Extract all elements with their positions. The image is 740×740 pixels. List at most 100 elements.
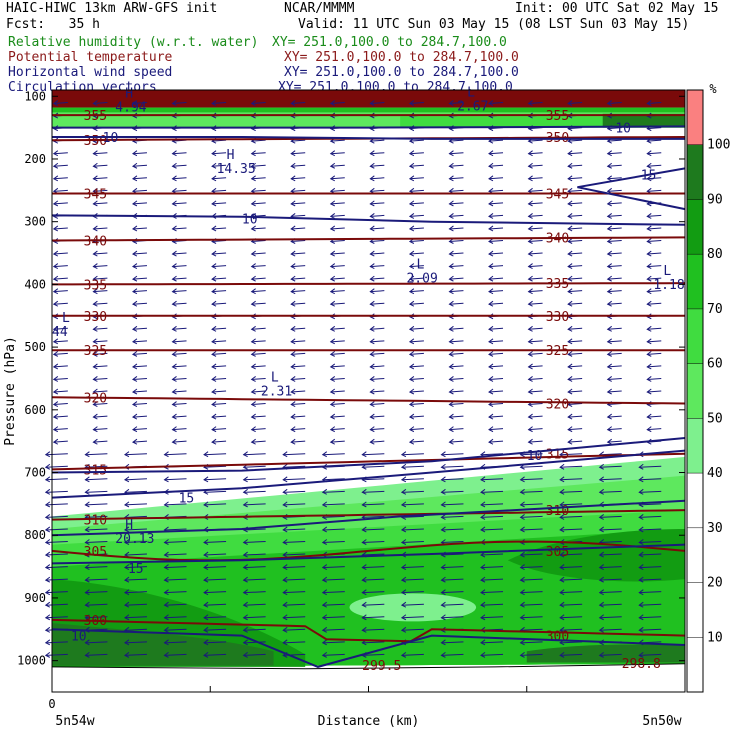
wind-vector xyxy=(132,428,147,431)
wind-label: 10 xyxy=(242,213,258,228)
wind-vector xyxy=(204,478,227,481)
wind-vector xyxy=(204,490,227,493)
wind-vector-head xyxy=(527,238,533,244)
wind-vector xyxy=(291,428,306,431)
wind-vector-head xyxy=(163,564,169,571)
wind-vector-head xyxy=(598,551,605,558)
wind-vector xyxy=(370,227,385,230)
wind-vector-head xyxy=(163,551,169,558)
wind-vector-head xyxy=(171,401,177,407)
wind-vector xyxy=(132,327,147,330)
wind-vector xyxy=(45,541,68,543)
colorbar-tick-label: 70 xyxy=(707,302,723,317)
theta-contour xyxy=(51,540,686,562)
wind-vector-head xyxy=(163,451,169,458)
wind-vector xyxy=(607,440,622,443)
wind-vector xyxy=(172,415,187,418)
wind-vector-head xyxy=(527,338,533,345)
wind-vector xyxy=(330,189,345,192)
wind-vector-head xyxy=(646,225,652,232)
wind-vector xyxy=(560,465,583,468)
wind-vector xyxy=(528,265,543,268)
wind-vector-head xyxy=(282,526,288,533)
wind-vector-head xyxy=(369,162,375,169)
theta-contour xyxy=(51,236,686,242)
wind-vector-head xyxy=(646,350,652,357)
wind-vector xyxy=(172,252,187,255)
wind-vector xyxy=(172,290,187,293)
wind-vector xyxy=(172,177,187,180)
wind-vector-head xyxy=(527,250,533,257)
wind-vector xyxy=(607,127,622,130)
wind-vector xyxy=(132,340,147,343)
wind-vector xyxy=(409,440,424,443)
wind-vector-head xyxy=(132,250,138,257)
wind-vector-head xyxy=(606,150,613,157)
wind-vector-head xyxy=(132,350,138,357)
wind-vector-head xyxy=(638,463,644,470)
wind-vector xyxy=(283,503,306,506)
wind-vector xyxy=(93,177,108,180)
wind-vector-head xyxy=(250,300,256,307)
wind-vector-head xyxy=(163,476,169,483)
wind-vector-head xyxy=(408,250,415,257)
wind-vector-head xyxy=(52,250,59,257)
wind-vector xyxy=(409,415,424,418)
y-tick-label: 900 xyxy=(24,591,46,605)
wind-vector-head xyxy=(52,438,59,445)
wind-vector xyxy=(85,478,108,481)
wind-vector xyxy=(93,352,108,355)
wind-vector xyxy=(647,102,662,105)
wind-vector xyxy=(85,616,108,619)
y-tick-label: 400 xyxy=(24,277,46,291)
wind-vector xyxy=(449,352,464,355)
extremum-letter: L xyxy=(271,371,279,386)
wind-vector xyxy=(204,503,227,506)
wind-vector xyxy=(283,653,306,656)
wind-vector xyxy=(488,164,504,167)
extremum-letter: L xyxy=(62,311,70,326)
wind-vector-head xyxy=(211,275,217,282)
wind-vector xyxy=(520,553,543,556)
theta-label: 355 xyxy=(84,109,107,124)
wind-vector xyxy=(488,189,504,192)
wind-vector-head xyxy=(92,376,98,382)
wind-vector xyxy=(212,403,227,406)
wind-vector xyxy=(124,478,147,481)
wind-vector xyxy=(488,440,504,443)
wind-vector-head xyxy=(638,551,644,558)
wind-vector-head xyxy=(171,426,177,433)
wind-vector xyxy=(251,240,266,242)
wind-vector-head xyxy=(211,438,217,445)
wind-vector-head xyxy=(488,388,494,395)
wind-vector-head xyxy=(480,476,486,483)
wind-vector-head xyxy=(598,463,605,470)
wind-vector xyxy=(251,139,266,142)
wind-vector-head xyxy=(329,100,336,106)
wind-vector xyxy=(45,465,68,468)
wind-vector xyxy=(568,227,583,230)
wind-vector xyxy=(409,403,424,406)
wind-vector-head xyxy=(282,576,288,583)
wind-vector xyxy=(251,177,266,180)
wind-vector xyxy=(528,240,543,242)
wind-vector xyxy=(243,528,266,531)
wind-vector-head xyxy=(329,175,336,182)
wind-vector-head xyxy=(567,426,573,433)
extremum-value: 20.13 xyxy=(115,532,154,547)
wind-vector-head xyxy=(488,376,494,382)
wind-vector-head xyxy=(211,350,217,357)
wind-vector xyxy=(93,189,108,192)
wind-vector xyxy=(291,189,306,192)
wind-vector-head xyxy=(321,501,328,508)
wind-vector-head xyxy=(527,225,533,232)
wind-vector xyxy=(607,327,622,330)
wind-vector-head xyxy=(329,250,336,257)
wind-vector-head xyxy=(329,150,336,157)
wind-vector xyxy=(330,415,345,418)
wind-vector xyxy=(599,528,622,531)
wind-vector xyxy=(291,327,306,330)
wind-vector-head xyxy=(408,401,415,407)
wind-vector xyxy=(322,566,345,569)
wind-vector xyxy=(401,541,424,543)
